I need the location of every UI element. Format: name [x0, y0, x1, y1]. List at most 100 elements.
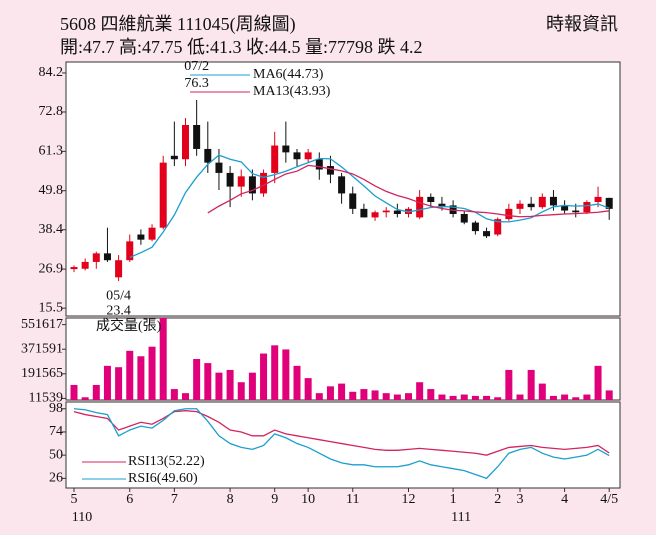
candle-body: [382, 210, 390, 213]
candle-body: [483, 231, 491, 237]
candle-body: [204, 148, 212, 163]
candle-body: [393, 210, 401, 214]
volume-bar: [483, 395, 491, 400]
volume-bar: [204, 363, 212, 400]
x-tick-label: 4: [561, 492, 568, 507]
x-tick-label: 11: [346, 492, 359, 507]
volume-bar: [126, 350, 134, 400]
volume-bar: [70, 384, 78, 400]
candle-body: [159, 162, 167, 228]
y-tick-label: 26: [49, 471, 63, 486]
volume-bar: [326, 386, 334, 400]
volume-bar: [226, 369, 234, 400]
candle-body: [170, 155, 178, 160]
annotation-value: 23.4: [106, 303, 131, 318]
candle-body: [549, 196, 557, 206]
y-tick-label: 371591: [21, 341, 63, 356]
candle-body: [304, 152, 312, 160]
volume-bar: [538, 383, 546, 400]
y-tick-label: 72.8: [39, 104, 64, 119]
x-year-label: 111: [451, 510, 471, 525]
volume-bar: [549, 395, 557, 400]
x-tick-label: 6: [126, 492, 133, 507]
candle-body: [103, 253, 111, 261]
candle-body: [115, 260, 123, 278]
candle-body: [572, 210, 580, 213]
rsi-panel: [65, 401, 621, 489]
y-tick-label: 11539: [29, 391, 63, 406]
candle-body: [360, 208, 368, 218]
x-tick-label: 3: [517, 492, 524, 507]
chart-title: 5608 四維航業 111045(周線圖): [60, 14, 296, 35]
y-tick-label: 98: [49, 401, 63, 416]
x-tick-label: 10: [301, 492, 315, 507]
candle-body: [516, 203, 524, 209]
candle-body: [237, 176, 245, 187]
annotation-date: 07/2: [184, 59, 209, 74]
source: 時報資訊: [546, 14, 618, 34]
volume-bar: [338, 383, 346, 400]
candle-body: [471, 222, 479, 232]
volume-bar: [505, 369, 513, 400]
x-tick-label: 7: [171, 492, 178, 507]
legend-label: MA13(43.93): [253, 84, 331, 99]
candle-body: [92, 253, 100, 262]
candle-body: [148, 227, 156, 240]
volume-bar: [115, 367, 123, 400]
candle-body: [182, 124, 189, 160]
candle-body: [282, 145, 290, 153]
volume-bar: [193, 359, 201, 400]
annotation-value: 76.3: [184, 76, 209, 91]
x-tick-label: 4/5: [600, 492, 618, 507]
candle-body: [594, 196, 602, 203]
volume-bar: [438, 394, 446, 400]
candle-body: [193, 124, 201, 149]
candle-body: [137, 234, 145, 240]
y-tick-label: 191565: [21, 366, 63, 381]
candle-body: [126, 241, 134, 261]
candle-body: [81, 261, 89, 269]
volume-bar: [182, 393, 189, 400]
candle-body: [427, 196, 435, 203]
candle-body: [349, 193, 357, 209]
volume-bar: [260, 353, 268, 400]
volume-bar: [583, 394, 591, 400]
y-tick-label: 84.2: [39, 65, 64, 80]
candle-body: [338, 176, 346, 194]
candle-body: [416, 196, 424, 218]
volume-bar: [405, 393, 412, 400]
candle-body: [460, 213, 468, 223]
volume-bar: [494, 397, 502, 400]
candle-body: [248, 176, 256, 194]
volume-bar: [81, 397, 89, 400]
y-tick-label: 26.9: [39, 261, 64, 276]
volume-bar: [271, 345, 279, 400]
rsi-line: [73, 410, 610, 456]
legend-label: RSI6(49.60): [128, 471, 198, 486]
volume-bar: [605, 390, 613, 400]
volume-bar: [349, 391, 357, 400]
volume-bar: [393, 394, 401, 400]
volume-bar: [170, 389, 178, 400]
candle-body: [226, 172, 234, 187]
ma-line: [129, 154, 610, 259]
candle-body: [293, 152, 301, 160]
candle-body: [271, 145, 279, 173]
candle-body: [70, 267, 78, 270]
volume-bar: [92, 384, 100, 400]
volume-bar: [460, 394, 468, 400]
candle-body: [215, 162, 223, 173]
volume-bar: [137, 356, 145, 400]
volume-bar: [360, 389, 368, 400]
candle-body: [505, 208, 513, 220]
volume-bar: [148, 346, 156, 400]
y-tick-label: 61.3: [39, 144, 64, 159]
volume-bar: [594, 365, 602, 400]
summary: 開:47.7 高:47.75 低:41.3 收:44.5 量:77798 跌 4…: [60, 37, 423, 57]
y-tick-label: 74: [49, 424, 63, 439]
volume-bar: [561, 394, 569, 400]
volume-bar: [382, 393, 390, 400]
candle-body: [605, 197, 613, 209]
legend-label: RSI13(52.22): [128, 454, 205, 469]
